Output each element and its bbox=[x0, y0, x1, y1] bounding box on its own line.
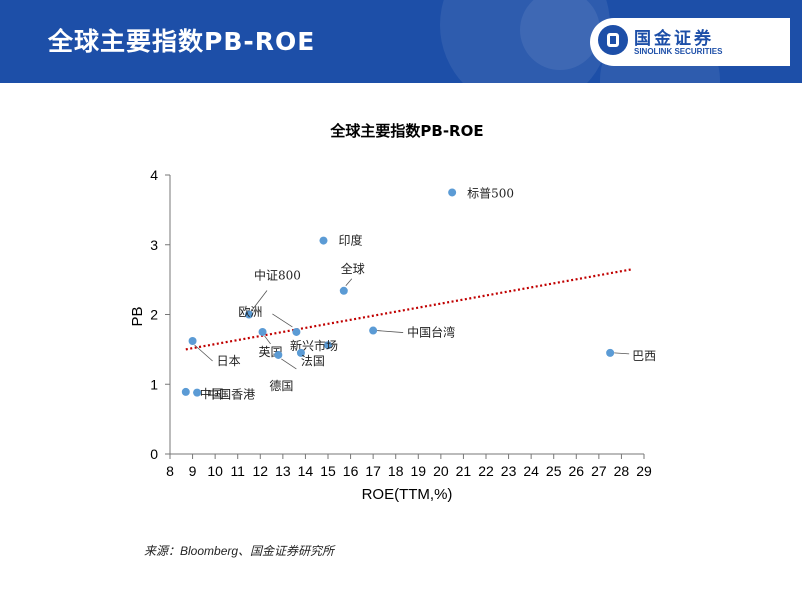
x-tick-label: 12 bbox=[252, 463, 268, 479]
x-tick-label: 13 bbox=[275, 463, 291, 479]
data-point-label: 欧洲 bbox=[238, 305, 262, 319]
data-point bbox=[369, 326, 378, 335]
data-point-label: 法国 bbox=[301, 354, 325, 368]
label-leader-line bbox=[345, 278, 353, 287]
data-point-label: 印度 bbox=[338, 233, 362, 248]
source-note: 来源：Bloomberg、国金证券研究所 bbox=[144, 544, 335, 558]
label-leader-line bbox=[272, 313, 293, 328]
x-tick-label: 14 bbox=[298, 463, 314, 479]
data-point-label: 全球 bbox=[341, 261, 365, 276]
x-tick-label: 27 bbox=[591, 463, 607, 479]
x-tick-label: 21 bbox=[456, 463, 472, 479]
chart-title: 全球主要指数PB-ROE bbox=[329, 122, 483, 140]
y-tick-label: 1 bbox=[150, 376, 158, 392]
x-tick-label: 24 bbox=[523, 463, 539, 479]
x-tick-label: 16 bbox=[343, 463, 359, 479]
data-point-label: 新兴市场 bbox=[290, 338, 338, 353]
header-banner: 全球主要指数PB-ROE 国金证券 SINOLINK SECURITIES bbox=[0, 0, 802, 83]
data-point bbox=[245, 310, 253, 319]
data-point-label: 中国香港 bbox=[207, 387, 255, 402]
logo-name-en: SINOLINK SECURITIES bbox=[634, 47, 723, 56]
data-point bbox=[324, 341, 332, 350]
label-leader-line bbox=[264, 335, 271, 345]
data-point bbox=[296, 348, 305, 357]
label-leader-line bbox=[614, 352, 630, 355]
x-tick-label: 28 bbox=[614, 463, 630, 479]
data-point bbox=[188, 337, 197, 346]
data-point bbox=[606, 348, 615, 357]
label-leader-line bbox=[377, 330, 404, 333]
x-tick-label: 25 bbox=[546, 463, 562, 479]
x-tick-label: 15 bbox=[320, 463, 336, 479]
x-tick-label: 10 bbox=[207, 463, 223, 479]
data-point bbox=[258, 327, 267, 336]
y-tick-label: 2 bbox=[150, 307, 158, 323]
page-title: 全球主要指数PB-ROE bbox=[48, 27, 316, 56]
data-point-label: 德国 bbox=[269, 378, 293, 393]
data-point-label: 巴西 bbox=[632, 349, 656, 363]
logo-icon bbox=[598, 25, 628, 55]
y-tick-label: 3 bbox=[150, 237, 158, 253]
x-tick-label: 17 bbox=[365, 463, 381, 479]
x-tick-label: 9 bbox=[189, 463, 197, 479]
trend-line bbox=[185, 268, 633, 351]
data-point-label: 日本 bbox=[217, 354, 241, 368]
x-tick-label: 29 bbox=[636, 463, 652, 479]
x-tick-label: 20 bbox=[433, 463, 449, 479]
data-point-label: 中证800 bbox=[254, 268, 301, 283]
data-point bbox=[274, 350, 283, 359]
y-axis-label: PB bbox=[129, 306, 146, 326]
x-tick-label: 23 bbox=[501, 463, 517, 479]
data-point bbox=[448, 188, 457, 197]
data-point bbox=[181, 387, 190, 396]
x-tick-label: 18 bbox=[388, 463, 404, 479]
brand-logo: 国金证券 SINOLINK SECURITIES bbox=[590, 18, 790, 66]
x-tick-label: 8 bbox=[166, 463, 174, 479]
x-axis-label: ROE(TTM,%) bbox=[362, 486, 453, 503]
logo-name-cn: 国金证券 bbox=[634, 29, 714, 49]
label-leader-line bbox=[194, 344, 213, 362]
data-point bbox=[319, 236, 328, 245]
y-tick-label: 0 bbox=[150, 446, 158, 462]
x-tick-label: 11 bbox=[230, 463, 245, 479]
data-point-label: 标普500 bbox=[467, 186, 514, 200]
data-point-label: 中国 bbox=[200, 386, 224, 401]
x-tick-label: 19 bbox=[410, 463, 426, 479]
label-leader-line bbox=[250, 290, 268, 312]
data-point bbox=[193, 388, 202, 397]
y-tick-label: 4 bbox=[150, 167, 158, 183]
data-point bbox=[292, 327, 301, 336]
data-point-label: 中国台湾 bbox=[407, 325, 455, 340]
data-point bbox=[339, 286, 348, 295]
x-tick-label: 22 bbox=[478, 463, 494, 479]
x-tick-label: 26 bbox=[568, 463, 584, 479]
label-leader-line bbox=[281, 358, 297, 370]
